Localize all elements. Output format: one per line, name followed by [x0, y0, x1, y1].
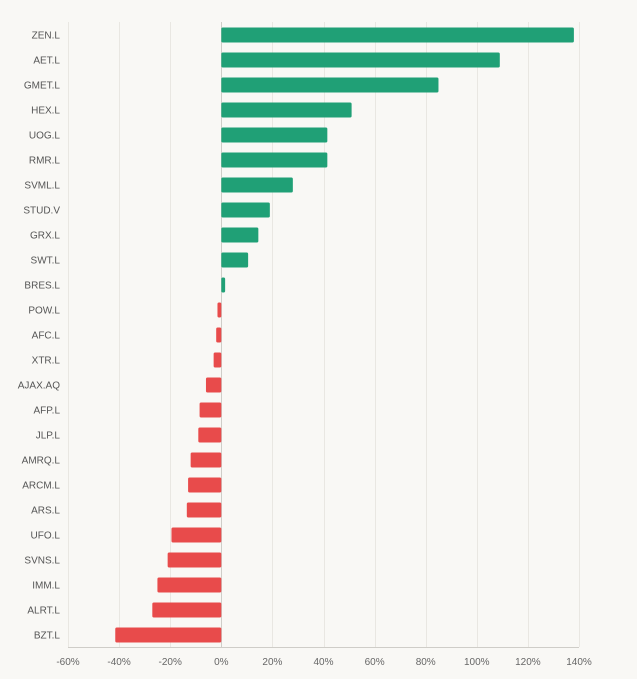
category-label: UOG.L [29, 131, 61, 142]
category-label: AMRQ.L [22, 456, 61, 467]
bar-xtr-l[interactable] [213, 352, 222, 368]
bar-aet-l[interactable] [221, 52, 500, 68]
bar-svns-l[interactable] [167, 552, 222, 568]
category-label: SVML.L [24, 181, 60, 192]
x-tick-label: 120% [515, 657, 541, 668]
bar-arcm-l[interactable] [188, 477, 222, 493]
category-label: AFP.L [34, 406, 61, 417]
x-tick-label: 100% [464, 657, 490, 668]
bar-jlp-l[interactable] [198, 427, 222, 443]
bar-amrq-l[interactable] [190, 452, 222, 468]
category-label: ZEN.L [32, 31, 61, 42]
category-label: IMM.L [32, 581, 60, 592]
category-label: RMR.L [29, 156, 61, 167]
bar-swt-l[interactable] [221, 252, 249, 268]
bar-alrt-l[interactable] [152, 602, 222, 618]
x-tick-label: 140% [566, 657, 592, 668]
category-label: BRES.L [24, 281, 60, 292]
category-label: UFO.L [31, 531, 61, 542]
category-label: ARS.L [31, 506, 60, 517]
x-tick-labels: -60% -40% -20% 0% 20% 40% 60% 80% 100% 120% 140% [56, 657, 592, 668]
bar-bzt-l[interactable] [115, 627, 222, 643]
bar-stud-v[interactable] [221, 202, 270, 218]
bar-svml-l[interactable] [221, 177, 293, 193]
category-label: SVNS.L [24, 556, 60, 567]
category-label: HEX.L [31, 106, 60, 117]
bar-zen-l[interactable] [221, 27, 574, 43]
bar-hex-l[interactable] [221, 102, 352, 118]
category-label: SWT.L [31, 256, 61, 267]
x-tick-label: 60% [365, 657, 385, 668]
category-label: AJAX.AQ [18, 381, 60, 392]
bar-rmr-l[interactable] [221, 152, 328, 168]
bar-ars-l[interactable] [186, 502, 222, 518]
bar-gmet-l[interactable] [221, 77, 439, 93]
category-label: ALRT.L [27, 606, 60, 617]
x-tick-label: -60% [56, 657, 79, 668]
category-labels: ZEN.L AET.L GMET.L HEX.L UOG.L RMR.L SVML.L STU… [18, 31, 61, 642]
x-tick-label: 40% [313, 657, 333, 668]
category-label: ARCM.L [22, 481, 60, 492]
bar-ufo-l[interactable] [171, 527, 222, 543]
category-label: BZT.L [34, 631, 61, 642]
bar-afc-l[interactable] [216, 327, 222, 343]
x-tick-label: -40% [107, 657, 130, 668]
bar-bres-l[interactable] [221, 277, 226, 293]
x-tick-label: 80% [416, 657, 436, 668]
category-label: XTR.L [32, 356, 61, 367]
bar-afp-l[interactable] [199, 402, 222, 418]
bar-ajax-aq[interactable] [205, 377, 222, 393]
grid [68, 22, 580, 647]
x-tick-label: -20% [159, 657, 182, 668]
category-label: POW.L [28, 306, 60, 317]
category-label: AET.L [33, 56, 60, 67]
category-label: STUD.V [23, 206, 60, 217]
bar-grx-l[interactable] [221, 227, 259, 243]
category-label: JLP.L [36, 431, 61, 442]
category-label: AFC.L [32, 331, 61, 342]
bars [115, 27, 574, 643]
bar-pow-l[interactable] [217, 302, 222, 318]
category-label: GRX.L [30, 231, 60, 242]
x-tick-label: 20% [262, 657, 282, 668]
x-tick-label: 0% [214, 657, 229, 668]
bar-uog-l[interactable] [221, 127, 328, 143]
category-label: GMET.L [24, 81, 61, 92]
bar-imm-l[interactable] [157, 577, 222, 593]
